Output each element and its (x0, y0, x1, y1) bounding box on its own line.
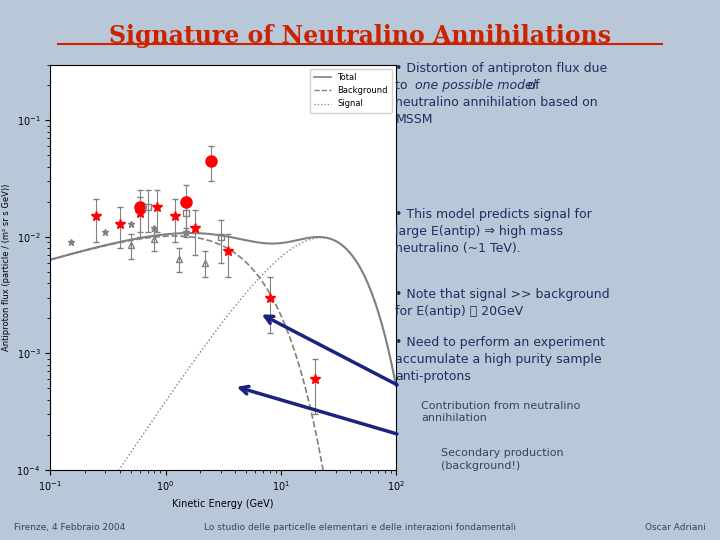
Background (330, 538, 338, 540)
Bogomolov et al. 1987-1990 (150, 225, 158, 231)
Total (186, 230, 194, 237)
Text: • Note that signal >> background
for E(antip) Ⓢ 20GeV: • Note that signal >> background for E(a… (395, 288, 610, 319)
Text: Contribution from neutralino
annihilation: Contribution from neutralino annihilatio… (421, 401, 580, 423)
Signal (233, 300, 242, 307)
Background (213, 240, 222, 247)
Text: Secondary production
(background!): Secondary production (background!) (441, 448, 563, 470)
Y-axis label: Antiproton flux (particle / (m² sr s GeV)): Antiproton flux (particle / (m² sr s GeV… (2, 184, 11, 351)
Total (330, 237, 338, 244)
Bogomolov et al. 1987-1990 (181, 229, 190, 235)
Total (384, 347, 392, 353)
Total (211, 231, 220, 238)
Text: • Need to perform an experiment
accumulate a high purity sample
anti-protons: • Need to perform an experiment accumula… (395, 336, 606, 383)
Signal (392, 383, 400, 389)
Signal (317, 234, 325, 241)
Total (213, 232, 222, 238)
Total (46, 256, 55, 263)
Background (46, 256, 55, 263)
Total (234, 235, 243, 242)
Bogomolov et al. 1987-1990 (127, 220, 135, 227)
X-axis label: Kinetic Energy (GeV): Kinetic Energy (GeV) (173, 499, 274, 509)
Background (211, 239, 220, 246)
Text: Signature of Neutralino Annihilations: Signature of Neutralino Annihilations (109, 24, 611, 48)
Text: Lo studio delle particelle elementari e delle interazioni fondamentali: Lo studio delle particelle elementari e … (204, 523, 516, 532)
Total (253, 239, 261, 246)
Text: • This model predicts signal for
large E(antip) ⇒ high mass
neutralino (~1 TeV).: • This model predicts signal for large E… (395, 208, 592, 255)
Text: Oscar Adriani: Oscar Adriani (645, 523, 706, 532)
Line: Signal: Signal (50, 238, 396, 540)
Background (234, 252, 243, 259)
Total (392, 383, 400, 389)
Signal (330, 237, 338, 244)
Signal (384, 347, 392, 353)
Signal (210, 329, 219, 336)
Bogomolov et al. 1987-1990 (101, 229, 109, 235)
Line: Total: Total (50, 233, 396, 386)
Line: Background: Background (50, 236, 396, 540)
Text: one possible model: one possible model (395, 62, 536, 92)
Legend: Total, Background, Signal: Total, Background, Signal (310, 69, 392, 113)
Line: Bogomolov et al. 1987-1990: Bogomolov et al. 1987-1990 (67, 220, 189, 246)
Background (253, 271, 261, 278)
Bogomolov et al. 1987-1990 (66, 239, 75, 245)
Text: Firenze, 4 Febbraio 2004: Firenze, 4 Febbraio 2004 (14, 523, 126, 532)
Signal (252, 278, 261, 285)
Background (171, 233, 179, 239)
Signal (212, 327, 221, 333)
Text: • Distortion of antiproton flux due
to                              of
neutralin: • Distortion of antiproton flux due to o… (395, 62, 608, 126)
